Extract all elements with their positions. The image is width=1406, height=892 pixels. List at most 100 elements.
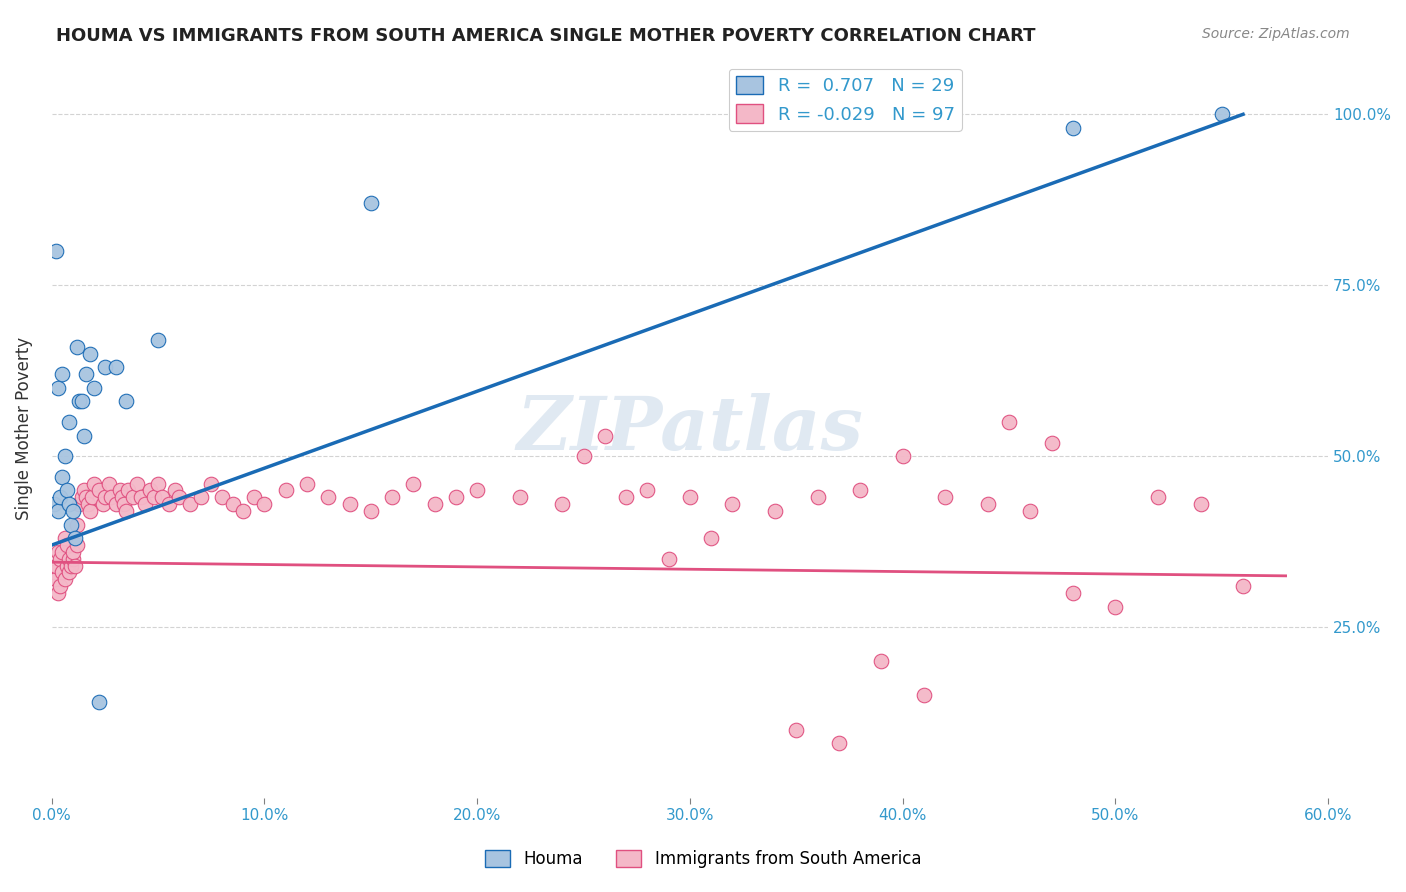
Point <box>46 504 69 518</box>
Point <box>117 483 139 498</box>
Point <box>150 490 173 504</box>
Point <box>912 689 935 703</box>
Point <box>1147 490 1170 504</box>
Point <box>190 490 212 504</box>
Point <box>636 483 658 498</box>
Point <box>165 483 187 498</box>
Point <box>243 490 266 504</box>
Point <box>51 545 73 559</box>
Point <box>402 476 425 491</box>
Point <box>87 483 110 498</box>
Legend: R =  0.707   N = 29, R = -0.029   N = 97: R = 0.707 N = 29, R = -0.029 N = 97 <box>728 69 962 131</box>
Point <box>551 497 574 511</box>
Point <box>45 572 67 586</box>
Point <box>58 551 80 566</box>
Legend: Houma, Immigrants from South America: Houma, Immigrants from South America <box>478 843 928 875</box>
Point <box>274 483 297 498</box>
Point <box>1104 599 1126 614</box>
Point <box>179 497 201 511</box>
Point <box>51 367 73 381</box>
Point <box>83 381 105 395</box>
Point <box>763 504 786 518</box>
Point <box>658 551 681 566</box>
Point <box>94 490 117 504</box>
Point <box>42 497 65 511</box>
Point <box>62 551 84 566</box>
Point <box>465 483 488 498</box>
Point <box>98 476 121 491</box>
Point <box>112 497 135 511</box>
Point <box>70 490 93 504</box>
Text: Source: ZipAtlas.com: Source: ZipAtlas.com <box>1202 27 1350 41</box>
Point <box>73 483 96 498</box>
Point <box>572 449 595 463</box>
Point <box>66 517 89 532</box>
Point <box>49 579 72 593</box>
Point <box>146 333 169 347</box>
Point <box>593 428 616 442</box>
Point <box>509 490 531 504</box>
Point <box>94 360 117 375</box>
Point <box>806 490 828 504</box>
Point <box>1189 497 1212 511</box>
Point <box>1062 120 1084 135</box>
Point <box>138 483 160 498</box>
Point <box>169 490 191 504</box>
Text: HOUMA VS IMMIGRANTS FROM SOUTH AMERICA SINGLE MOTHER POVERTY CORRELATION CHART: HOUMA VS IMMIGRANTS FROM SOUTH AMERICA S… <box>56 27 1036 45</box>
Point <box>998 415 1021 429</box>
Point <box>46 545 69 559</box>
Point <box>146 476 169 491</box>
Point <box>423 497 446 511</box>
Point <box>129 490 152 504</box>
Point <box>87 695 110 709</box>
Point <box>55 538 77 552</box>
Point <box>111 490 134 504</box>
Point <box>70 394 93 409</box>
Point <box>77 497 100 511</box>
Y-axis label: Single Mother Poverty: Single Mother Poverty <box>15 337 32 520</box>
Point <box>79 346 101 360</box>
Point <box>934 490 956 504</box>
Point <box>66 340 89 354</box>
Point <box>83 476 105 491</box>
Text: ZIPatlas: ZIPatlas <box>516 392 863 465</box>
Point <box>67 497 90 511</box>
Point <box>721 497 744 511</box>
Point <box>339 497 361 511</box>
Point <box>381 490 404 504</box>
Point <box>1062 586 1084 600</box>
Point <box>62 545 84 559</box>
Point <box>1211 107 1233 121</box>
Point <box>828 736 851 750</box>
Point <box>977 497 1000 511</box>
Point <box>75 490 97 504</box>
Point <box>49 551 72 566</box>
Point <box>253 497 276 511</box>
Point <box>53 531 76 545</box>
Point <box>104 360 127 375</box>
Point <box>849 483 872 498</box>
Point <box>700 531 723 545</box>
Point <box>891 449 914 463</box>
Point <box>785 723 807 737</box>
Point <box>63 558 86 573</box>
Point <box>200 476 222 491</box>
Point <box>614 490 637 504</box>
Point <box>104 497 127 511</box>
Point <box>58 497 80 511</box>
Point <box>42 566 65 580</box>
Point <box>51 469 73 483</box>
Point <box>46 586 69 600</box>
Point <box>62 504 84 518</box>
Point <box>53 572 76 586</box>
Point <box>55 558 77 573</box>
Point <box>134 497 156 511</box>
Point <box>49 490 72 504</box>
Point <box>59 558 82 573</box>
Point <box>121 490 143 504</box>
Point <box>360 196 382 211</box>
Point <box>91 497 114 511</box>
Point <box>53 449 76 463</box>
Point <box>79 504 101 518</box>
Point <box>232 504 254 518</box>
